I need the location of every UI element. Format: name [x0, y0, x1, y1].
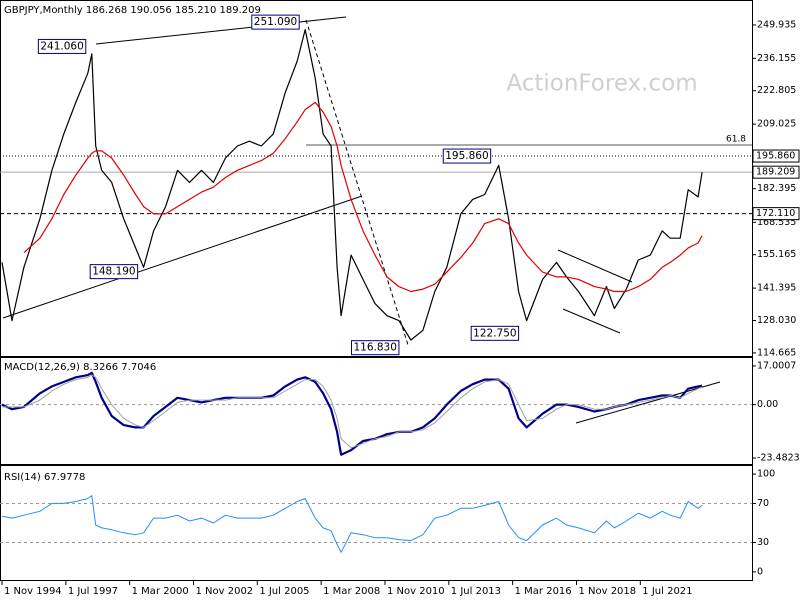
- fib-label: 61.8: [726, 135, 746, 145]
- x-tick-label: 1 Nov 2002: [195, 586, 253, 597]
- level-box: [752, 165, 800, 179]
- series-line: [1, 371, 703, 456]
- channel-line: [562, 308, 621, 334]
- trend-lines: [2, 16, 752, 424]
- annotation-box: [442, 148, 492, 164]
- x-tick-label: 1 Nov 2018: [578, 586, 636, 597]
- y-tick-label: 249.935: [757, 19, 796, 30]
- annotation-box: [37, 38, 87, 54]
- series-line: [1, 29, 703, 341]
- x-tick-label: 1 Mar 2008: [323, 586, 380, 597]
- channel-line: [557, 249, 633, 283]
- rsi-title: RSI(14) 67.9778: [4, 472, 85, 483]
- rsi-panel: [0, 465, 753, 581]
- price-panel: [0, 0, 753, 357]
- y-tick-label: -23.4823: [757, 453, 800, 464]
- price-annotation: 116.830: [354, 342, 397, 354]
- series-line: [2, 374, 703, 449]
- x-tick-label: 1 Jul 2021: [642, 586, 692, 597]
- trend-line: [2, 195, 363, 319]
- x-tick-label: 1 Nov 2010: [387, 586, 445, 597]
- chart-title: GBPJPY,Monthly 186.268 190.056 185.210 1…: [4, 5, 261, 16]
- trend-line: [305, 19, 409, 346]
- y-tick-label: 0.00: [757, 399, 778, 410]
- x-tick-label: 1 Jul 2005: [259, 586, 309, 597]
- level-label: 172.110: [756, 208, 795, 219]
- price-annotation: 251.090: [254, 16, 297, 28]
- y-tick-label: 0: [757, 566, 763, 577]
- x-tick-label: 1 Mar 2000: [132, 586, 189, 597]
- y-tick-label: 209.025: [757, 119, 796, 130]
- x-tick-label: 1 Jul 1997: [68, 586, 118, 597]
- y-tick-label: 155.165: [757, 249, 796, 260]
- level-label: 195.860: [756, 151, 795, 162]
- y-tick-label: 70: [757, 498, 769, 509]
- level-box: [752, 149, 800, 163]
- macd-title: MACD(12,26,9) 8.3266 7.7046: [4, 362, 156, 373]
- level-label: 189.209: [756, 167, 795, 178]
- trend-line: [95, 16, 347, 45]
- watermark: ActionForex.com: [506, 71, 697, 97]
- annotation-box: [470, 325, 520, 341]
- price-annotation: 241.060: [40, 40, 83, 52]
- y-tick-label: 182.395: [757, 183, 796, 194]
- annotation-box: [351, 340, 400, 356]
- level-box: [752, 207, 800, 221]
- x-tick-label: 1 Nov 1994: [4, 586, 62, 597]
- series-line: [23, 101, 703, 293]
- x-tick-label: 1 Mar 2016: [515, 586, 572, 597]
- macd-panel: [0, 357, 753, 465]
- y-tick-label: 236.155: [757, 53, 796, 64]
- x-tick-label: 1 Jul 2013: [451, 586, 501, 597]
- annotation-box: [89, 264, 139, 280]
- annotation-box: [251, 14, 300, 30]
- y-tick-label: 128.030: [757, 315, 796, 326]
- y-tick-label: 114.665: [757, 347, 796, 358]
- price-annotation: 122.750: [473, 327, 516, 339]
- price-annotation: 148.190: [92, 266, 135, 278]
- y-tick-label: 222.805: [757, 85, 796, 96]
- y-tick-label: 168.535: [757, 217, 796, 228]
- macd-trend-line: [575, 381, 721, 424]
- series-line: [1, 495, 703, 553]
- y-tick-label: 17.0007: [757, 360, 796, 371]
- y-tick-label: 141.395: [757, 283, 796, 294]
- price-annotation: 195.860: [445, 150, 488, 162]
- y-tick-label: 30: [757, 537, 769, 548]
- y-tick-label: 100: [757, 469, 775, 480]
